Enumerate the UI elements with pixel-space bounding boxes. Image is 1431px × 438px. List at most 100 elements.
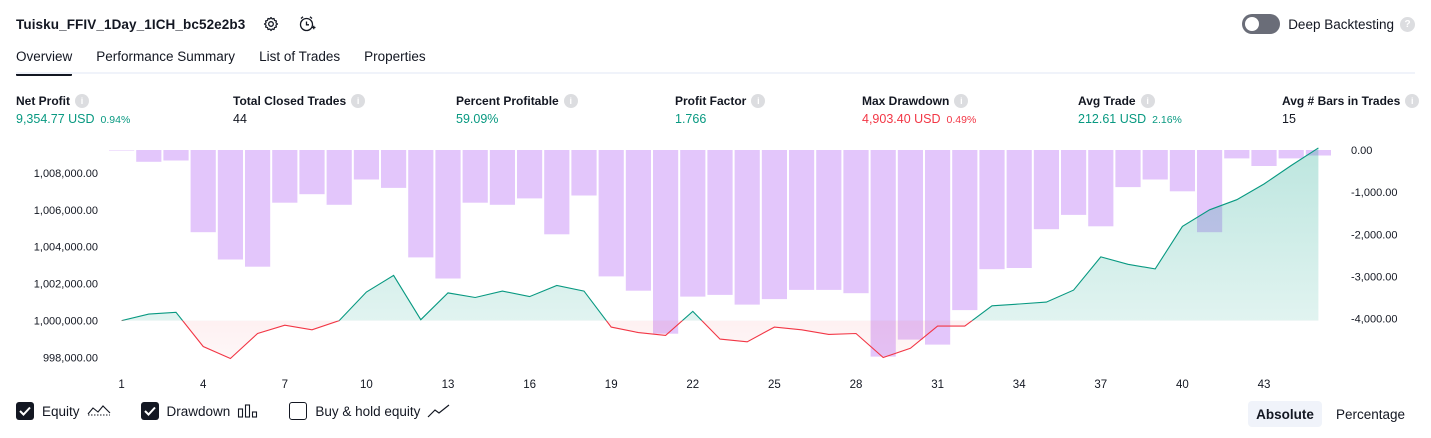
deep-backtesting-label: Deep Backtesting (1288, 16, 1394, 32)
metric-profit-factor: Profit Factor i 1.766 (675, 94, 766, 126)
metric-label: Profit Factor (675, 94, 747, 108)
drawdown-bar (109, 150, 135, 151)
settings-gear-icon[interactable] (261, 14, 281, 34)
left-axis-tick-label: 1,006,000.00 (34, 205, 98, 217)
drawdown-bar (1061, 150, 1087, 215)
add-alert-clock-icon[interactable] (297, 14, 317, 34)
metric-avg-bars: Avg # Bars in Trades i 15 (1282, 94, 1420, 126)
x-axis-tick-label: 13 (442, 379, 455, 390)
metric-label: Avg Trade (1078, 94, 1136, 108)
right-axis-tick-label: -3,000.00 (1351, 271, 1397, 283)
tab-properties[interactable]: Properties (364, 49, 426, 64)
drawdown-bar (1224, 150, 1250, 159)
x-axis-tick-label: 25 (768, 379, 781, 390)
drawdown-bar (1142, 150, 1168, 180)
drawdown-bar (435, 150, 461, 279)
legend-buy-hold-label: Buy & hold equity (315, 403, 421, 419)
metric-value: 9,354.77 USD (16, 112, 95, 126)
buy-hold-line-icon (427, 403, 451, 419)
equity-drawdown-chart[interactable]: 998,000.00 1,000,000.00 1,002,000.00 1,004,… (0, 140, 1431, 390)
tabs-divider (16, 72, 1415, 74)
metric-value: 212.61 USD (1078, 112, 1147, 126)
tab-overview[interactable]: Overview (16, 46, 73, 76)
info-icon[interactable]: i (563, 94, 578, 108)
legend-buy-hold[interactable]: Buy & hold equity (289, 402, 451, 420)
drawdown-bar (707, 150, 733, 295)
metric-value: 1.766 (675, 112, 707, 126)
x-axis-tick-label: 7 (282, 379, 288, 390)
metric-value: 15 (1282, 112, 1296, 126)
equity-line-icon (87, 403, 111, 419)
metric-percent: 0.94% (100, 114, 131, 126)
info-icon[interactable]: i (1405, 94, 1420, 108)
metric-percent: 0.49% (946, 114, 977, 126)
info-icon[interactable]: i (751, 94, 766, 108)
chart-legend: Equity Drawdown Buy & hold equity (16, 402, 481, 420)
legend-drawdown[interactable]: Drawdown (140, 402, 260, 420)
x-axis-tick-label: 43 (1258, 379, 1271, 390)
x-axis-tick-label: 1 (118, 379, 124, 390)
metric-label: Avg # Bars in Trades (1282, 94, 1401, 108)
metric-percent: 2.16% (1152, 114, 1182, 126)
legend-equity-label: Equity (42, 403, 80, 419)
info-icon[interactable]: i (954, 94, 969, 108)
help-question-icon[interactable]: ? (1400, 16, 1415, 32)
drawdown-bar (734, 150, 760, 305)
tab-list-of-trades[interactable]: List of Trades (259, 49, 341, 64)
legend-equity[interactable]: Equity (16, 402, 111, 420)
drawdown-bar (517, 150, 543, 199)
x-axis-tick-label: 34 (1013, 379, 1026, 390)
deep-backtesting-toggle[interactable] (1242, 14, 1281, 34)
strategy-tabs: Overview Performance Summary List of Tra… (16, 46, 450, 76)
right-axis-tick-label: -4,000.00 (1351, 314, 1397, 326)
scale-mode-switch: Absolute Percentage (1242, 401, 1413, 427)
metric-label: Total Closed Trades (233, 94, 347, 108)
drawdown-bars-icon (237, 403, 259, 419)
drawdown-bar (979, 150, 1005, 270)
x-axis-tick-label: 22 (686, 379, 699, 390)
left-axis-tick-label: 1,008,000.00 (34, 168, 98, 180)
strategy-header: Tuisku_FFIV_1Day_1ICH_bc52e2b3 (16, 10, 317, 38)
drawdown-checkbox[interactable] (140, 402, 159, 420)
metric-value: 44 (233, 112, 247, 126)
drawdown-bar (462, 150, 488, 203)
x-axis-tick-label: 19 (605, 379, 618, 390)
drawdown-bar (245, 150, 271, 267)
metric-label: Percent Profitable (456, 94, 559, 108)
metric-max-drawdown: Max Drawdown i 4,903.40 USD 0.49% (862, 94, 976, 126)
drawdown-bar (816, 150, 842, 290)
toggle-knob (1245, 17, 1260, 31)
drawdown-bar (299, 150, 325, 195)
drawdown-bar (571, 150, 597, 196)
info-icon[interactable]: i (351, 94, 366, 108)
left-axis-tick-label: 1,000,000.00 (34, 316, 98, 328)
metric-label: Max Drawdown (862, 94, 950, 108)
drawdown-bar (789, 150, 815, 290)
left-axis-tick-label: 1,002,000.00 (34, 279, 98, 291)
info-icon[interactable]: i (75, 94, 89, 108)
drawdown-bar (952, 150, 978, 311)
tab-performance-summary[interactable]: Performance Summary (96, 49, 236, 64)
drawdown-bar (761, 150, 787, 300)
strategy-title: Tuisku_FFIV_1Day_1ICH_bc52e2b3 (16, 16, 246, 32)
absolute-mode-button[interactable]: Absolute (1248, 401, 1322, 427)
equity-checkbox[interactable] (16, 402, 34, 420)
drawdown-bar (326, 150, 352, 205)
metric-avg-trade: Avg Trade i 212.61 USD 2.16% (1078, 94, 1182, 126)
x-axis-tick-label: 31 (931, 379, 944, 390)
percentage-mode-button[interactable]: Percentage (1335, 406, 1405, 422)
x-axis-tick-label: 28 (850, 379, 863, 390)
drawdown-bar (1033, 150, 1059, 230)
drawdown-bar (897, 150, 923, 340)
equity-line-loss (121, 320, 974, 360)
drawdown-bar (544, 150, 570, 235)
equity-profit-area (121, 147, 1319, 321)
x-axis-tick-label: 10 (360, 379, 373, 390)
info-icon[interactable]: i (1140, 94, 1155, 108)
equity-line-profit (121, 147, 1319, 321)
drawdown-bar (1006, 150, 1032, 268)
deep-backtesting-control: Deep Backtesting ? (1242, 11, 1415, 37)
drawdown-bar (408, 150, 434, 258)
buy-hold-checkbox[interactable] (289, 402, 308, 420)
metric-net-profit: Net Profit i 9,354.77 USD 0.94% (16, 94, 130, 126)
